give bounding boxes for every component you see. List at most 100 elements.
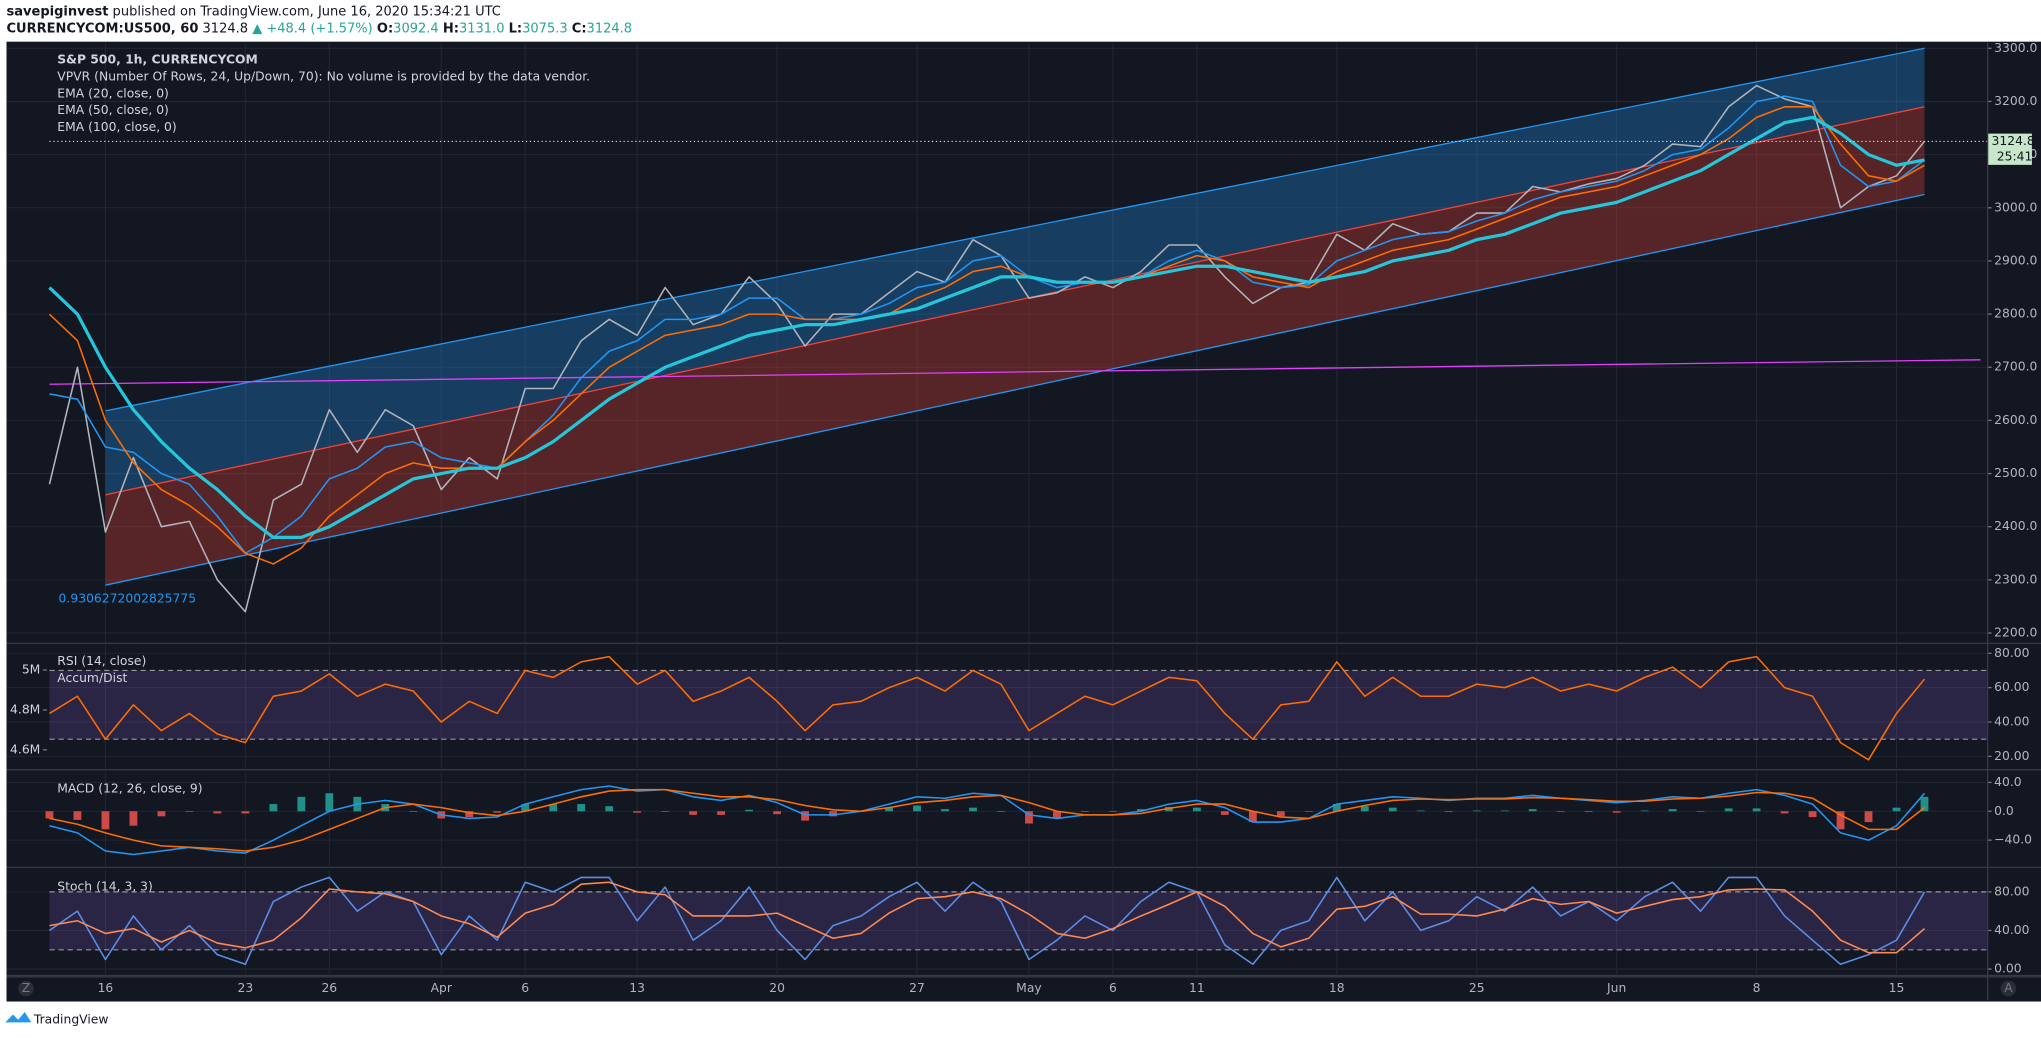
histogram-bar [157, 811, 166, 817]
publish-line: savepiginvest published on TradingView.c… [7, 4, 501, 19]
x-tick-label: 27 [909, 981, 925, 995]
histogram-bar [1668, 809, 1677, 812]
y-tick-label: 60.00 [1994, 680, 2030, 694]
y-tick-label: 2400.0 [1994, 519, 2037, 533]
histogram-bar [801, 811, 809, 821]
histogram-bar [1584, 811, 1593, 812]
histogram-bar [773, 811, 781, 815]
histogram-bar [1025, 811, 1033, 824]
y-tick-label: 2800.0 [1994, 307, 2037, 321]
band-fill [49, 670, 1988, 740]
countdown-label: 25:41 [1997, 150, 2033, 164]
axis-button-label: Z [22, 981, 30, 995]
histogram-bar [1472, 810, 1481, 812]
y-tick-label: 3200.0 [1994, 94, 2037, 108]
ohlc-value: 3124.8 [587, 21, 633, 36]
trend-line [49, 359, 1981, 385]
ohlc-value: 3131.0 [459, 21, 505, 36]
histogram-bar [1388, 807, 1397, 812]
histogram-bar [45, 811, 54, 819]
y2-tick-label: 4.6M [10, 742, 40, 756]
y2-tick-label: 4.8M [10, 702, 40, 716]
histogram-bar [409, 811, 418, 812]
series-line [48, 106, 1925, 565]
published: published on TradingView.com, June 16, 2… [113, 4, 501, 19]
histogram-bar [1724, 808, 1733, 812]
y-tick-label: 80.00 [1994, 646, 2030, 660]
ohlc-label: O: [377, 21, 393, 36]
x-tick-label: 11 [1189, 981, 1205, 995]
histogram-bar [605, 806, 614, 812]
x-tick-label: Apr [431, 981, 453, 995]
symbol: CURRENCYCOM:US500, 60 [7, 21, 199, 36]
y-tick-label: 2700.0 [1994, 360, 2037, 374]
brand-logo [5, 1011, 32, 1023]
axis-button[interactable] [18, 980, 34, 997]
legend-entry: RSI (14, close) [57, 654, 146, 668]
ohlc-label: C: [572, 21, 587, 36]
ohlc-value: 3092.4 [393, 21, 439, 36]
histogram-bar [465, 811, 474, 818]
x-tick-label: 23 [237, 981, 253, 995]
legend-entry: MACD (12, 26, close, 9) [57, 782, 202, 796]
histogram-bar [269, 804, 278, 812]
histogram-bar [1248, 811, 1257, 823]
series-line [49, 881, 1926, 954]
y-tick-label: 20.00 [1994, 749, 2030, 763]
y-tick-label: 3300.0 [1994, 41, 2037, 55]
legend-entry: VPVR (Number Of Rows, 24, Up/Down, 70): … [57, 69, 590, 83]
histogram-bar [1696, 811, 1705, 812]
histogram-bar [325, 793, 334, 812]
histogram-bar [1864, 811, 1873, 823]
histogram-bar [493, 811, 502, 813]
x-tick-label: 18 [1329, 981, 1345, 995]
y-tick-label: 40.0 [1994, 775, 2022, 789]
histogram-bar [1808, 811, 1817, 818]
histogram-bar [1528, 809, 1537, 812]
y-tick-label: 0.00 [1994, 962, 2022, 976]
band-fill [49, 891, 1988, 950]
histogram-bar [549, 804, 558, 812]
series-line [48, 84, 1926, 613]
histogram-bar [1752, 808, 1761, 812]
histogram-bar [1892, 807, 1901, 812]
price: 3124.8 [203, 21, 249, 36]
brand: TradingView [33, 1012, 109, 1026]
y-tick-label: 2200.0 [1994, 626, 2037, 640]
channel-line [105, 47, 1925, 412]
histogram-bar [1276, 811, 1285, 817]
histogram-bar [1136, 809, 1145, 812]
histogram-bar [1612, 811, 1621, 813]
histogram-bar [101, 811, 110, 830]
last-price-label: 3124.8 [1992, 134, 2035, 148]
histogram-bar [1220, 811, 1229, 815]
histogram-bar [969, 807, 977, 812]
y-tick-label: 40.00 [1994, 715, 2030, 729]
histogram-bar [885, 807, 893, 812]
x-tick-label: 6 [1109, 981, 1117, 995]
x-tick-label: Jun [1606, 981, 1626, 995]
channel-line [105, 106, 1925, 496]
y-tick-label: 40.00 [1994, 923, 2030, 937]
series-line [49, 788, 1925, 852]
histogram-bar [1416, 810, 1425, 812]
histogram-bar [129, 811, 138, 826]
channel-line [105, 193, 1925, 586]
change: ▲ +48.4 (+1.57%) [252, 21, 373, 36]
histogram-bar [577, 804, 586, 812]
histogram-bar [1304, 811, 1313, 812]
x-tick-label: 6 [521, 981, 529, 995]
histogram-bar [1444, 811, 1453, 812]
x-tick-label: 15 [1889, 981, 1905, 995]
x-tick-label: 26 [321, 981, 337, 995]
histogram-bar [1081, 811, 1089, 812]
chart-layers: 2200.0 2300.0 2400.0 2500.0 2600.0 2700.0 2800… [6, 41, 2041, 1001]
y-tick-label: 2300.0 [1994, 572, 2037, 586]
histogram-bar [633, 811, 642, 813]
symbol-line: CURRENCYCOM:US500, 60 3124.8 ▲ +48.4 (+1… [7, 21, 633, 36]
histogram-bar [717, 811, 726, 815]
x-tick-label: 8 [1753, 981, 1761, 995]
histogram-bar [1500, 810, 1509, 812]
axis-button[interactable] [2000, 980, 2017, 997]
